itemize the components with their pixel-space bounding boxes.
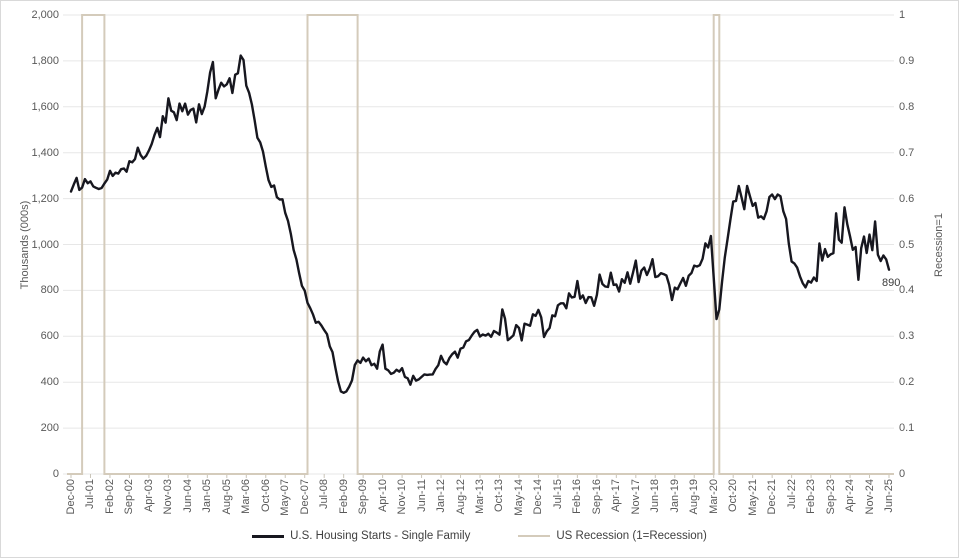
housing-line-swatch — [252, 534, 285, 538]
x-axis-tick-label: Jul-15 — [551, 479, 564, 509]
x-axis-tick-label: Jun-18 — [649, 479, 662, 513]
x-axis-tick-label: Apr-24 — [844, 479, 857, 513]
x-axis-tick-label: Jul-08 — [318, 479, 331, 509]
x-axis-tick-label: Dec-00 — [65, 479, 77, 515]
legend-item-housing[interactable]: U.S. Housing Starts - Single Family — [252, 530, 470, 542]
left-axis-tick-label: 800 — [40, 284, 59, 297]
x-axis-tick-label: Sep-09 — [357, 479, 370, 515]
x-axis-tick-label: Jan-19 — [668, 479, 681, 513]
x-axis-tick-label: Feb-09 — [337, 479, 350, 514]
x-axis-tick-label: Mar-06 — [240, 479, 253, 514]
right-axis-tick-label: 0.8 — [899, 100, 915, 113]
x-axis-tick-label: Aug-12 — [454, 479, 467, 515]
x-axis-tick-label: Apr-17 — [610, 479, 623, 513]
right-axis-tick-label: 0.5 — [899, 238, 915, 251]
left-axis-tick-label: 1,000 — [31, 238, 59, 251]
left-axis-tick-label: 0 — [52, 468, 59, 480]
housing-starts-series-line[interactable] — [69, 54, 891, 394]
x-axis-tick-label: Apr-03 — [142, 479, 155, 513]
x-axis-tick-label: Nov-10 — [396, 479, 409, 515]
right-axis-title: Recession=1 — [933, 213, 945, 277]
left-axis-tick-label: 400 — [40, 376, 59, 389]
right-axis-tick-label: 0.1 — [899, 422, 915, 435]
last-point-data-label: 890 — [882, 277, 901, 289]
x-axis-tick-label: Oct-13 — [493, 479, 506, 513]
x-axis-tick-label: Aug-19 — [688, 479, 701, 515]
x-axis-tick-label: Nov-24 — [863, 479, 876, 515]
x-axis-tick-label: Feb-16 — [571, 479, 584, 514]
x-axis-tick-label: Dec-07 — [298, 479, 311, 515]
x-axis-tick-label: Feb-02 — [103, 479, 116, 514]
x-axis-tick-label: Sep-16 — [590, 479, 603, 515]
left-axis-tick-label: 2,000 — [31, 9, 59, 21]
x-axis-tick-label: Jun-04 — [181, 479, 194, 513]
x-axis-tick-label: Jul-01 — [84, 479, 97, 509]
right-axis-tick-label: 0.9 — [899, 54, 915, 67]
right-axis-tick-label: 0.2 — [899, 376, 915, 389]
x-axis-tick-label: Apr-10 — [376, 479, 389, 513]
left-axis-tick-label: 600 — [40, 330, 59, 343]
x-axis-tick-label: Jan-05 — [201, 479, 214, 513]
right-axis-tick-label: 0 — [899, 468, 906, 480]
left-axis-tick-label: 1,200 — [31, 192, 59, 205]
x-axis-tick-label: May-07 — [279, 479, 292, 516]
left-axis-tick-label: 1,600 — [31, 100, 59, 113]
x-axis-tick-label: Dec-21 — [766, 479, 779, 515]
legend-recession-label: US Recession (1=Recession) — [556, 530, 707, 542]
legend-housing-label: U.S. Housing Starts - Single Family — [290, 530, 471, 542]
right-axis-tick-label: 1 — [899, 9, 906, 21]
x-axis-tick-label: Oct-20 — [727, 479, 740, 513]
x-axis-tick-label: Sep-23 — [824, 479, 837, 515]
x-axis-tick-label: May-21 — [746, 479, 759, 516]
x-axis-tick-label: Jan-12 — [435, 479, 448, 513]
x-axis-tick-label: Oct-06 — [259, 479, 272, 513]
recession-line-swatch — [518, 535, 551, 537]
x-axis-tick-label: Nov-17 — [629, 479, 642, 515]
x-axis-tick-label: Aug-05 — [220, 479, 233, 515]
right-axis-tick-label: 0.3 — [899, 330, 915, 343]
left-axis-title: Thousands (000s) — [19, 200, 31, 290]
x-axis-tick-label: Jun-11 — [415, 479, 428, 512]
x-axis-tick-label: Nov-03 — [162, 479, 175, 515]
recession-series-line[interactable] — [67, 14, 894, 475]
x-axis-tick-label: Jun-25 — [883, 479, 895, 513]
left-axis-tick-label: 200 — [40, 422, 59, 435]
legend: U.S. Housing Starts - Single Family US R… — [1, 530, 958, 542]
right-axis-tick-label: 0.4 — [899, 284, 915, 297]
left-axis-tick-label: 1,400 — [31, 146, 59, 159]
legend-item-recession[interactable]: US Recession (1=Recession) — [518, 530, 707, 542]
x-axis-tick-label: May-14 — [512, 479, 525, 516]
right-axis-tick-label: 0.7 — [899, 146, 915, 159]
x-axis-tick-label: Mar-13 — [474, 479, 486, 514]
x-axis-tick-label: Jul-22 — [785, 479, 798, 509]
left-axis-tick-label: 1,800 — [31, 54, 59, 67]
x-axis-tick-label: Feb-23 — [805, 479, 818, 514]
right-axis-tick-label: 0.6 — [899, 192, 915, 205]
x-axis-tick-label: Mar-20 — [707, 479, 720, 514]
x-axis-tick-label: Dec-14 — [532, 479, 545, 515]
x-axis-tick-label: Sep-02 — [123, 479, 136, 515]
